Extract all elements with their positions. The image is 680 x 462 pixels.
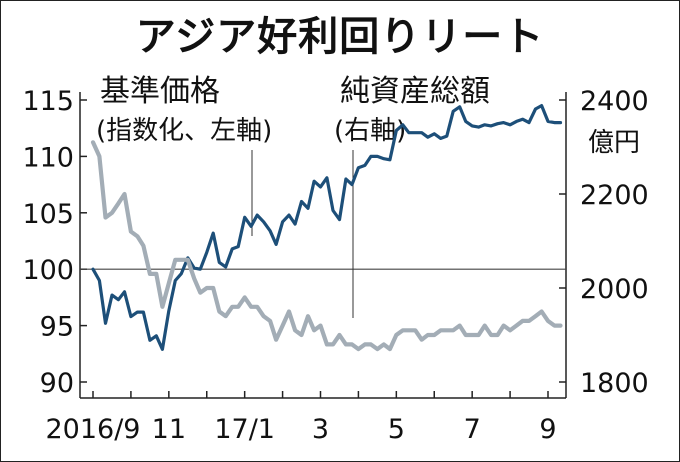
x-tick-label-6: 9 <box>539 414 556 445</box>
left-tick-label-110: 110 <box>22 142 74 173</box>
left-tick-label-115: 115 <box>22 86 74 117</box>
price-series-line <box>91 103 563 351</box>
x-tick-label-4: 5 <box>388 414 405 445</box>
x-tick-label-3: 3 <box>312 414 329 445</box>
assets-series-line <box>90 140 563 352</box>
right-tick-label-2200: 2200 <box>580 180 649 211</box>
left-tick-label-105: 105 <box>22 199 74 230</box>
right-tick-label-2400: 2400 <box>580 86 649 117</box>
x-tick-label-2: 17/1 <box>214 414 275 445</box>
x-tick-label-1: 11 <box>152 414 186 445</box>
x-tick-label-0: 2016/9 <box>46 414 141 445</box>
left-tick-label-95: 95 <box>40 312 74 343</box>
right-series-label: 純資産総額 <box>340 74 490 109</box>
right-axis-unit: 億円 <box>588 128 641 158</box>
chart-title: アジア好利回りリート <box>135 14 545 60</box>
left-series-label: 基準価格 <box>100 74 220 109</box>
left-axis-note: (指数化、左軸) <box>96 116 273 146</box>
right-tick-label-1800: 1800 <box>580 368 649 399</box>
left-tick-label-100: 100 <box>22 255 74 286</box>
left-tick-label-90: 90 <box>40 368 74 399</box>
right-tick-label-2000: 2000 <box>580 274 649 305</box>
x-tick-label-5: 7 <box>464 414 481 445</box>
